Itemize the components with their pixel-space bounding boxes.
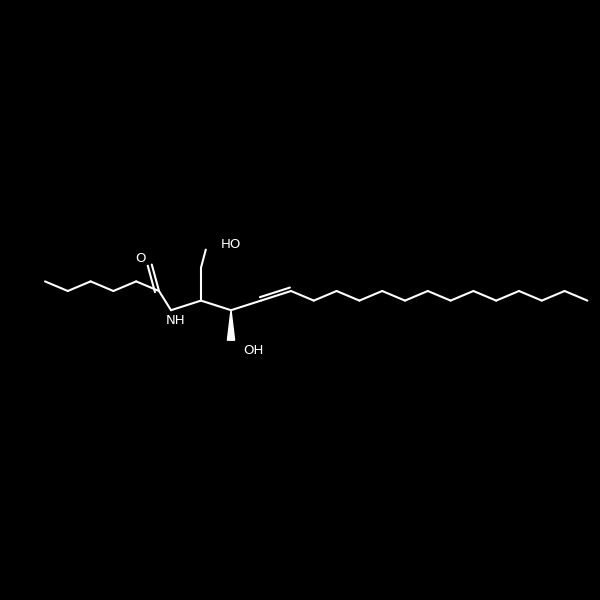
- Text: O: O: [136, 252, 146, 265]
- Text: NH: NH: [166, 314, 185, 328]
- Text: HO: HO: [221, 238, 241, 251]
- Polygon shape: [227, 310, 235, 340]
- Text: OH: OH: [243, 344, 263, 358]
